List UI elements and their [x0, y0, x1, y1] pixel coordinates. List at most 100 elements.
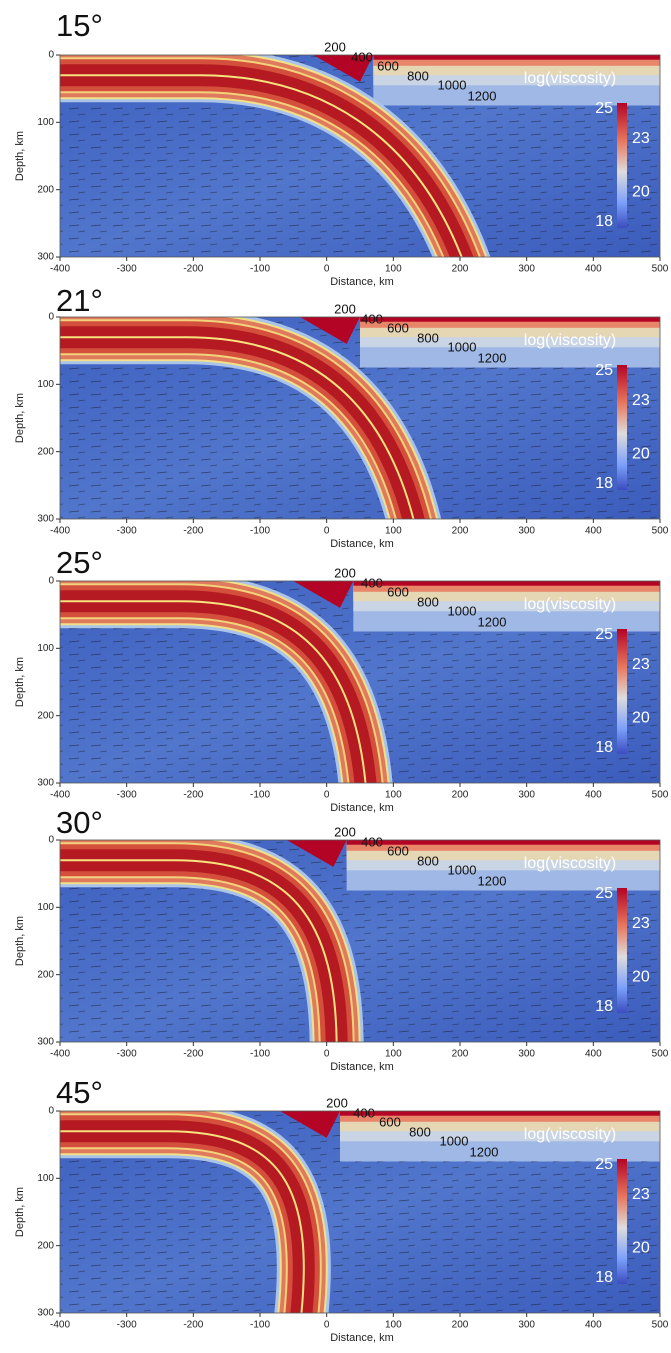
contour-label: 800 [409, 1124, 431, 1139]
contour-label: 600 [387, 584, 409, 599]
x-tick-label: 200 [452, 1049, 469, 1060]
contour-label: 400 [351, 49, 373, 64]
colorbar-tick-label: 23 [632, 392, 650, 409]
contour-label: 1000 [448, 862, 477, 877]
x-tick-label: 400 [585, 264, 602, 275]
contour-label: 200 [324, 39, 346, 54]
x-tick-label: 0 [324, 526, 330, 537]
field [60, 581, 660, 783]
overriding-plate [360, 317, 660, 328]
field [60, 317, 660, 519]
contour-label: 1000 [440, 1133, 469, 1148]
y-tick-label: 200 [37, 184, 54, 195]
x-tick-label: -100 [250, 526, 270, 537]
y-tick-label: 100 [37, 902, 54, 913]
colorbar-tick-label: 18 [595, 1269, 613, 1286]
contour-label: 200 [334, 565, 356, 580]
colorbar-tick-label: 18 [595, 739, 613, 756]
colorbar-tick-label: 20 [632, 969, 650, 986]
overriding-plate [346, 840, 660, 851]
field [60, 1111, 660, 1313]
colorbar [617, 365, 627, 490]
x-tick-label: -300 [117, 790, 137, 801]
x-tick-label: 200 [452, 526, 469, 537]
contour-label: 400 [361, 834, 383, 849]
y-tick-label: 200 [37, 1240, 54, 1251]
contour-label: 200 [326, 1095, 348, 1110]
y-tick-label: 0 [48, 576, 54, 587]
colorbar-tick-label: 18 [595, 213, 613, 230]
x-tick-label: 100 [385, 790, 402, 801]
x-tick-label: 400 [585, 790, 602, 801]
colorbar-tick-label: 18 [595, 475, 613, 492]
contour-label: 600 [377, 58, 399, 73]
frame [59, 316, 661, 520]
contour-label: 1200 [470, 1144, 499, 1159]
field [60, 840, 660, 1042]
x-tick-label: 400 [585, 1320, 602, 1331]
frame [59, 1110, 661, 1314]
frame [59, 54, 661, 258]
field [60, 55, 660, 257]
colorbar-tick-label: 23 [632, 130, 650, 147]
x-axis-label: Distance, km [330, 1332, 394, 1344]
colorbar-tick-label: 25 [595, 885, 613, 902]
y-tick-label: 300 [37, 1037, 54, 1048]
contour-label: 800 [417, 853, 439, 868]
x-tick-label: 100 [385, 1320, 402, 1331]
x-tick-label: 500 [652, 790, 669, 801]
colorbar-label: log(viscosity) [524, 332, 616, 349]
contour-label: 1000 [448, 603, 477, 618]
x-axis-label: Distance, km [330, 538, 394, 550]
colorbar [617, 888, 627, 1013]
x-tick-label: -100 [250, 1320, 270, 1331]
colorbar-tick-label: 20 [632, 446, 650, 463]
y-tick-label: 0 [48, 835, 54, 846]
contour-label: 200 [334, 301, 356, 316]
colorbar-tick-label: 18 [595, 998, 613, 1015]
y-tick-label: 300 [37, 514, 54, 525]
x-tick-label: -400 [50, 1049, 70, 1060]
x-tick-label: -100 [250, 790, 270, 801]
y-tick-label: 0 [48, 312, 54, 323]
colorbar-tick-label: 23 [632, 915, 650, 932]
y-tick-label: 200 [37, 446, 54, 457]
contour-label: 1200 [478, 350, 507, 365]
colorbar-tick-label: 23 [632, 1186, 650, 1203]
y-tick-label: 0 [48, 50, 54, 61]
x-tick-label: -200 [183, 264, 203, 275]
x-tick-label: 0 [324, 264, 330, 275]
x-tick-label: -200 [183, 526, 203, 537]
x-tick-label: 500 [652, 1320, 669, 1331]
y-tick-label: 100 [37, 1173, 54, 1184]
colorbar-label: log(viscosity) [524, 855, 616, 872]
colorbar-label: log(viscosity) [524, 70, 616, 87]
x-tick-label: 100 [385, 264, 402, 275]
x-tick-label: -300 [117, 1049, 137, 1060]
contour-label: 200 [334, 824, 356, 839]
x-tick-label: 200 [452, 1320, 469, 1331]
x-tick-label: 0 [324, 1049, 330, 1060]
wedge [293, 581, 354, 608]
x-tick-label: -100 [250, 1049, 270, 1060]
slab [60, 1130, 305, 1313]
x-tick-label: 300 [518, 526, 535, 537]
x-tick-label: 300 [518, 264, 535, 275]
overriding-plate [346, 840, 660, 845]
frame [59, 839, 661, 1043]
x-tick-label: -200 [183, 1320, 203, 1331]
wedge [300, 317, 360, 344]
overriding-plate [340, 1111, 660, 1122]
slab [60, 336, 415, 519]
overriding-plate [353, 581, 660, 592]
x-tick-label: 200 [452, 264, 469, 275]
contour-label: 400 [353, 1105, 375, 1120]
x-tick-label: 300 [518, 1049, 535, 1060]
y-tick-label: 300 [37, 778, 54, 789]
contour-label: 1200 [478, 873, 507, 888]
wedge [313, 55, 374, 82]
y-tick-label: 0 [48, 1106, 54, 1117]
colorbar-tick-label: 25 [595, 100, 613, 117]
colorbar-tick-label: 25 [595, 362, 613, 379]
